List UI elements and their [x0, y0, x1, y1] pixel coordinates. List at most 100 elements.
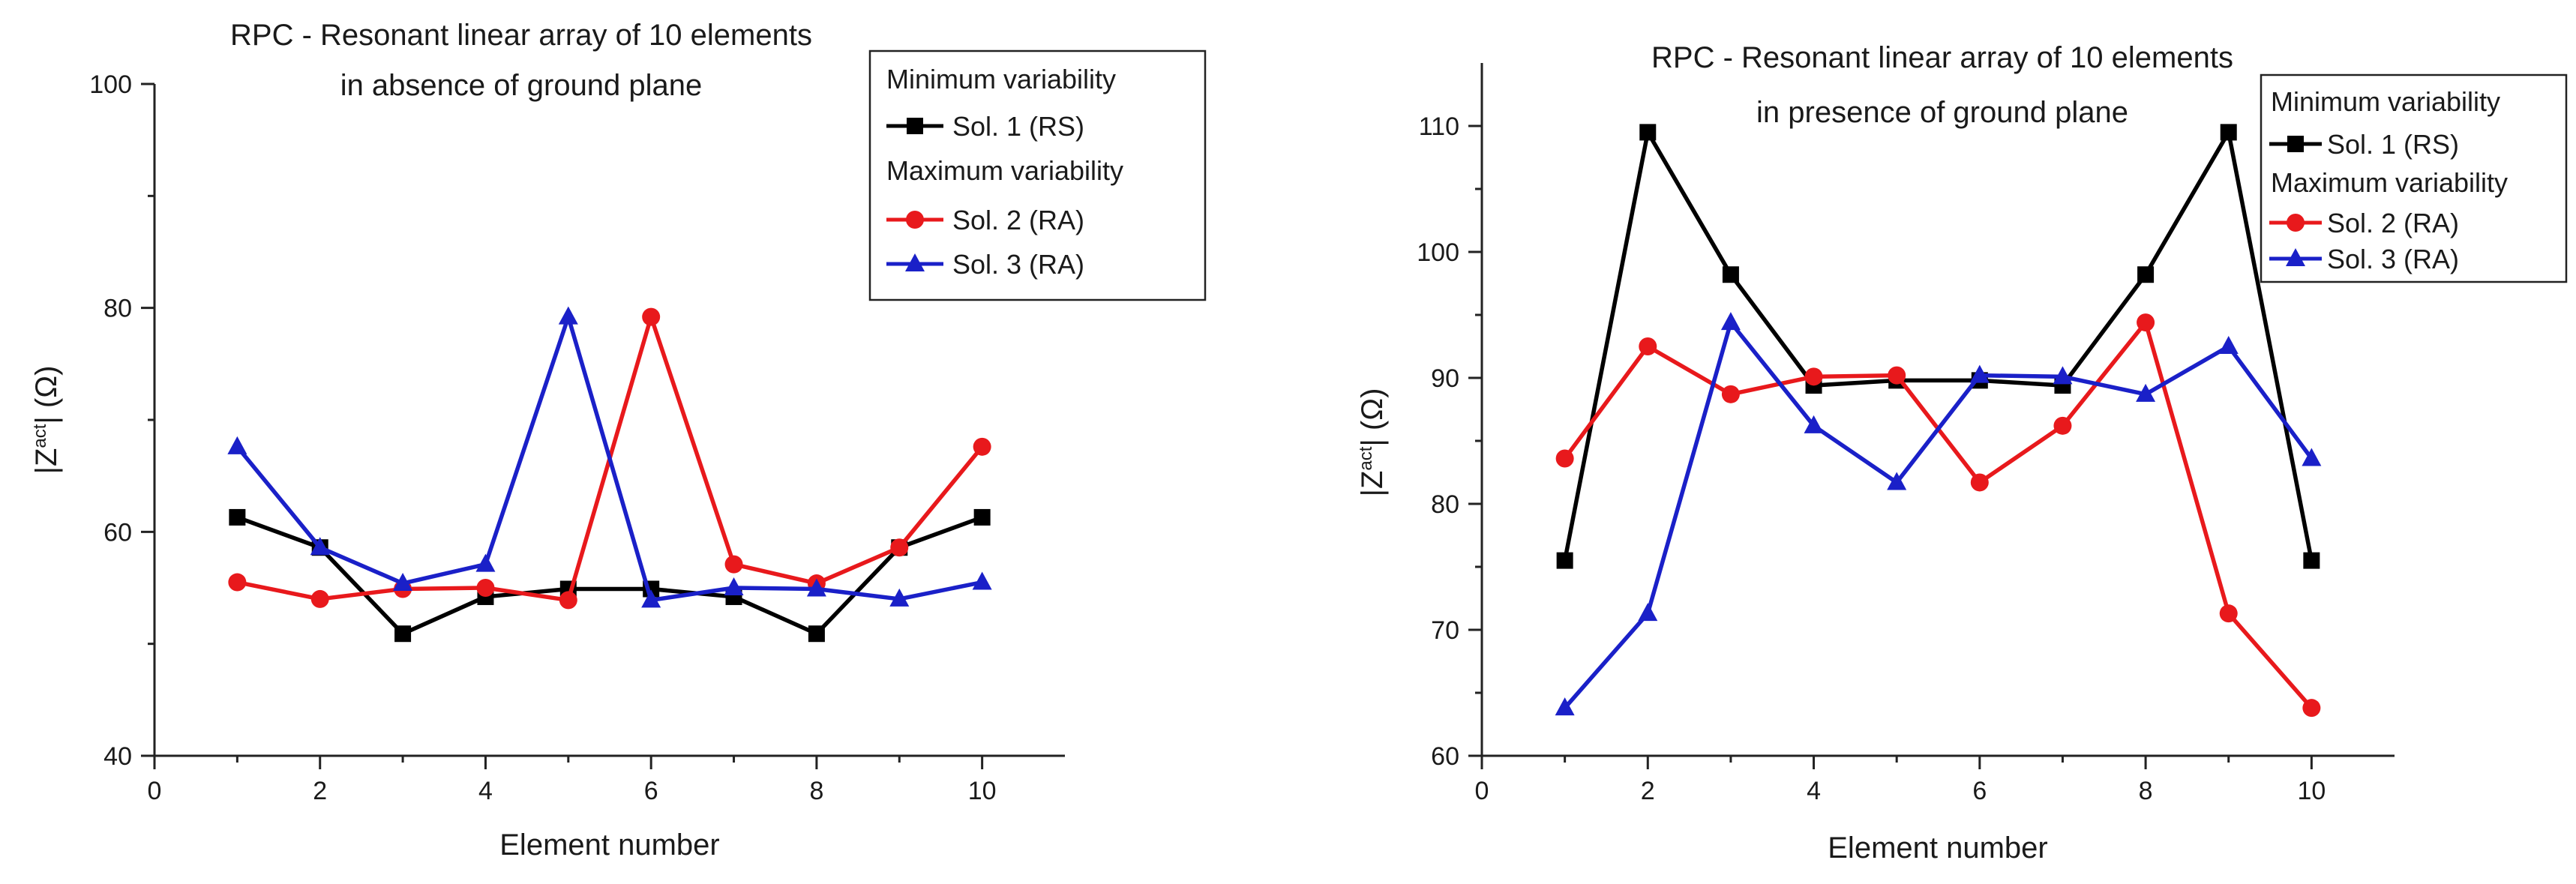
data-point-triangle — [1720, 312, 1741, 331]
data-point-circle — [1639, 337, 1657, 355]
legend-label: Sol. 3 (RA) — [952, 249, 1084, 280]
y-tick-label: 60 — [103, 518, 132, 547]
data-point-triangle — [1555, 697, 1575, 716]
data-point-triangle — [2302, 448, 2322, 466]
legend-group-min: Minimum variability — [886, 64, 1116, 94]
data-point-square — [808, 625, 825, 643]
legend-marker-triangle — [905, 253, 925, 271]
x-axis-title: Element number — [1828, 832, 2047, 865]
data-point-triangle — [2053, 366, 2073, 385]
legend-label: Sol. 2 (RA) — [2327, 208, 2459, 238]
data-point-circle — [724, 555, 743, 574]
y-tick-label: 100 — [89, 70, 132, 99]
data-point-triangle — [393, 573, 413, 592]
tick-group: 0 2 4 6 8 10 40 60 80 100 — [89, 70, 996, 805]
x-tick-label: 4 — [478, 777, 493, 805]
data-point-circle — [228, 573, 247, 592]
legend-group-max: Maximum variability — [2271, 167, 2508, 198]
data-point-square — [973, 508, 991, 526]
data-point-circle — [310, 589, 329, 608]
legend-label: Sol. 2 (RA) — [952, 205, 1084, 235]
chart-title: RPC - Resonant linear array of 10 elemen… — [1651, 41, 2233, 74]
y-tick-label: 90 — [1431, 364, 1459, 393]
data-point-triangle — [724, 577, 744, 595]
y-tick-label: 110 — [1419, 112, 1459, 141]
chart-absence-ground-plane: RPC - Resonant linear array of 10 elemen… — [30, 19, 1207, 862]
legend-marker-circle — [906, 211, 924, 229]
tick-group: 0 2 4 6 8 10 60 70 80 90 100 110 — [1417, 112, 2326, 805]
x-tick-label: 0 — [1475, 777, 1489, 805]
legend-entry-sol3: Sol. 3 (RA) — [886, 249, 1084, 280]
x-tick-label: 6 — [1972, 777, 1987, 805]
data-point-circle — [1555, 449, 1574, 468]
data-point-circle — [973, 437, 991, 456]
legend-marker-circle — [2287, 214, 2305, 232]
data-point-square — [2137, 266, 2155, 283]
x-tick-label: 8 — [2139, 777, 2153, 805]
y-tick-label: 80 — [103, 295, 132, 323]
y-tick-label: 40 — [103, 742, 132, 771]
data-point-square — [1639, 124, 1657, 141]
x-tick-label: 4 — [1807, 777, 1821, 805]
data-point-circle — [890, 538, 909, 557]
x-tick-label: 0 — [148, 777, 162, 805]
x-axis-title: Element number — [499, 829, 719, 862]
data-point-circle — [2053, 416, 2072, 435]
y-tick-label: 70 — [1431, 616, 1459, 645]
legend-group-max: Maximum variability — [886, 155, 1123, 186]
data-point-circle — [2302, 699, 2321, 718]
data-point-circle — [559, 591, 577, 610]
data-point-triangle — [475, 553, 496, 572]
series-group — [227, 306, 992, 643]
data-point-circle — [1804, 367, 1823, 386]
legend-box — [868, 49, 1207, 301]
data-point-triangle — [1887, 472, 1907, 490]
legend-entry-sol3: Sol. 3 (RA) — [2269, 244, 2459, 274]
data-point-square — [1722, 266, 1739, 283]
y-tick-label: 80 — [1431, 490, 1459, 519]
y-axis-title: |Zact| (Ω) — [30, 366, 63, 475]
legend: Minimum variability Sol. 1 (RS) Maximum … — [2260, 73, 2568, 283]
y-tick-label: 100 — [1417, 238, 1459, 267]
data-point-square — [2220, 124, 2237, 141]
x-tick-label: 8 — [809, 777, 823, 805]
legend: Minimum variability Sol. 1 (RS) Maximum … — [868, 49, 1207, 301]
legend-entry-sol1: Sol. 1 (RS) — [2269, 129, 2459, 160]
data-point-circle — [2219, 604, 2238, 623]
legend-box — [2260, 73, 2568, 283]
chart-presence-ground-plane: RPC - Resonant linear array of 10 elemen… — [1356, 41, 2568, 865]
chart-subtitle: in presence of ground plane — [1756, 96, 2128, 129]
data-point-triangle — [558, 306, 578, 325]
data-point-triangle — [310, 537, 330, 556]
series-line-1 — [1562, 130, 2314, 562]
data-point-triangle — [889, 588, 910, 607]
legend-marker-square — [2287, 136, 2304, 152]
data-point-circle — [1888, 366, 1906, 385]
data-point-square — [394, 625, 412, 643]
y-axis-title: |Zact| (Ω) — [1356, 388, 1389, 497]
chart-title: RPC - Resonant linear array of 10 elemen… — [230, 19, 812, 52]
data-point-triangle — [1638, 603, 1658, 622]
data-point-square — [229, 508, 246, 526]
legend-marker-triangle — [2286, 248, 2305, 266]
series-line-1 — [236, 515, 983, 636]
x-tick-label: 2 — [1641, 777, 1655, 805]
data-point-circle — [1721, 385, 1740, 403]
data-point-triangle — [227, 436, 247, 454]
series-line-3 — [235, 314, 983, 603]
legend-entry-sol2: Sol. 2 (RA) — [886, 205, 1084, 235]
y-tick-label: 60 — [1431, 742, 1459, 771]
data-point-triangle — [1969, 364, 1990, 383]
data-point-circle — [1970, 473, 1989, 492]
data-point-triangle — [2136, 383, 2156, 402]
data-point-triangle — [972, 571, 992, 590]
data-point-triangle — [806, 578, 826, 597]
data-point-square — [1556, 552, 1573, 569]
legend-label: Sol. 1 (RS) — [952, 111, 1084, 142]
data-point-circle — [476, 579, 495, 597]
legend-group-min: Minimum variability — [2271, 86, 2500, 117]
x-tick-label: 10 — [968, 777, 997, 805]
legend-label: Sol. 1 (RS) — [2327, 129, 2459, 160]
series-line-3 — [1563, 320, 2314, 709]
